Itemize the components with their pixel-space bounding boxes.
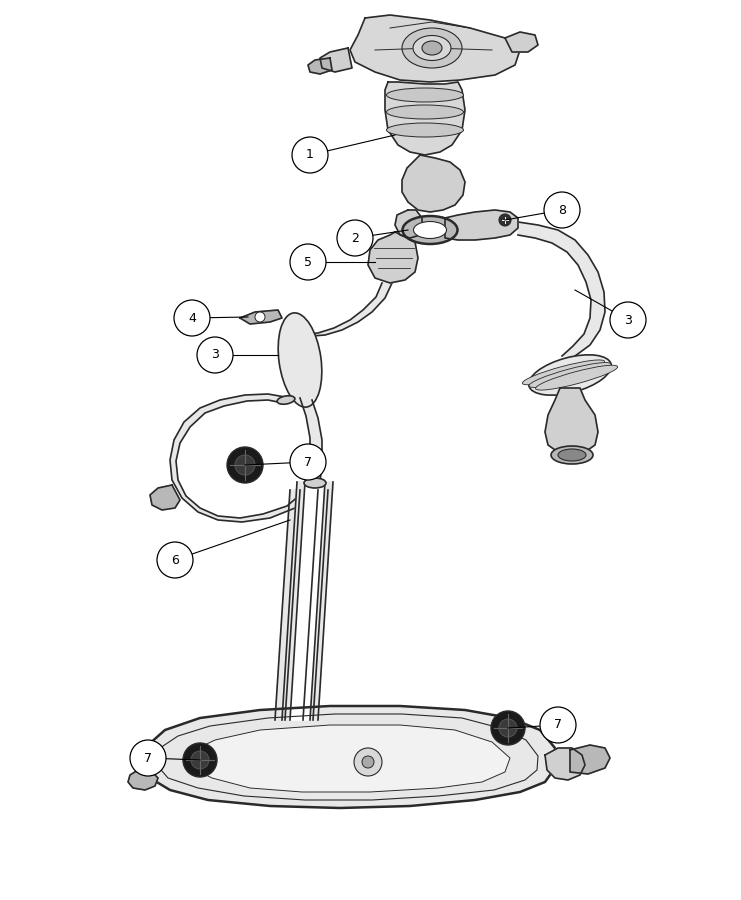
Circle shape [610, 302, 646, 338]
Polygon shape [570, 745, 610, 774]
Circle shape [540, 707, 576, 743]
Text: 1: 1 [306, 148, 314, 161]
Polygon shape [518, 222, 605, 356]
Ellipse shape [304, 478, 326, 488]
Text: 8: 8 [558, 203, 566, 217]
Ellipse shape [402, 28, 462, 68]
Circle shape [255, 312, 265, 322]
Circle shape [491, 711, 525, 745]
Text: 6: 6 [171, 554, 179, 566]
Ellipse shape [277, 396, 295, 404]
Polygon shape [505, 32, 538, 52]
Text: 3: 3 [211, 348, 219, 362]
Polygon shape [368, 232, 418, 283]
Ellipse shape [413, 221, 447, 239]
Ellipse shape [558, 449, 586, 461]
Ellipse shape [422, 41, 442, 55]
Ellipse shape [387, 88, 464, 102]
Polygon shape [445, 210, 518, 240]
Ellipse shape [528, 355, 611, 395]
Circle shape [354, 748, 382, 776]
Polygon shape [545, 748, 585, 780]
Polygon shape [308, 283, 392, 336]
Circle shape [544, 192, 580, 228]
Ellipse shape [402, 216, 457, 244]
Ellipse shape [529, 363, 611, 387]
Ellipse shape [387, 105, 464, 119]
Ellipse shape [278, 313, 322, 407]
Circle shape [292, 137, 328, 173]
Circle shape [235, 455, 255, 475]
Circle shape [174, 300, 210, 336]
Ellipse shape [536, 365, 618, 390]
Circle shape [290, 244, 326, 280]
Polygon shape [385, 82, 465, 155]
Text: 3: 3 [624, 313, 632, 327]
Text: 2: 2 [351, 231, 359, 245]
Polygon shape [282, 482, 333, 720]
Circle shape [499, 214, 511, 226]
Text: 7: 7 [144, 752, 152, 764]
Polygon shape [275, 490, 328, 720]
Polygon shape [545, 388, 598, 455]
Polygon shape [402, 155, 465, 212]
Circle shape [499, 719, 517, 737]
Ellipse shape [387, 123, 464, 137]
Circle shape [290, 444, 326, 480]
Circle shape [191, 751, 209, 769]
Text: 5: 5 [304, 256, 312, 268]
Polygon shape [308, 58, 332, 74]
Polygon shape [350, 15, 520, 82]
Ellipse shape [413, 35, 451, 60]
Polygon shape [395, 210, 422, 238]
Circle shape [197, 337, 233, 373]
Polygon shape [300, 398, 322, 482]
Polygon shape [240, 310, 282, 324]
Polygon shape [188, 725, 510, 792]
Ellipse shape [551, 446, 593, 464]
Polygon shape [170, 394, 318, 522]
Text: 7: 7 [554, 718, 562, 732]
Text: 7: 7 [304, 455, 312, 469]
Polygon shape [128, 768, 158, 790]
Text: 4: 4 [188, 311, 196, 325]
Polygon shape [290, 482, 325, 720]
Circle shape [157, 542, 193, 578]
Polygon shape [150, 485, 180, 510]
Polygon shape [145, 706, 555, 808]
Ellipse shape [522, 360, 605, 385]
Polygon shape [320, 48, 352, 72]
Circle shape [362, 756, 374, 768]
Polygon shape [285, 490, 318, 720]
Circle shape [183, 743, 217, 777]
Circle shape [337, 220, 373, 256]
Circle shape [227, 447, 263, 483]
Circle shape [130, 740, 166, 776]
